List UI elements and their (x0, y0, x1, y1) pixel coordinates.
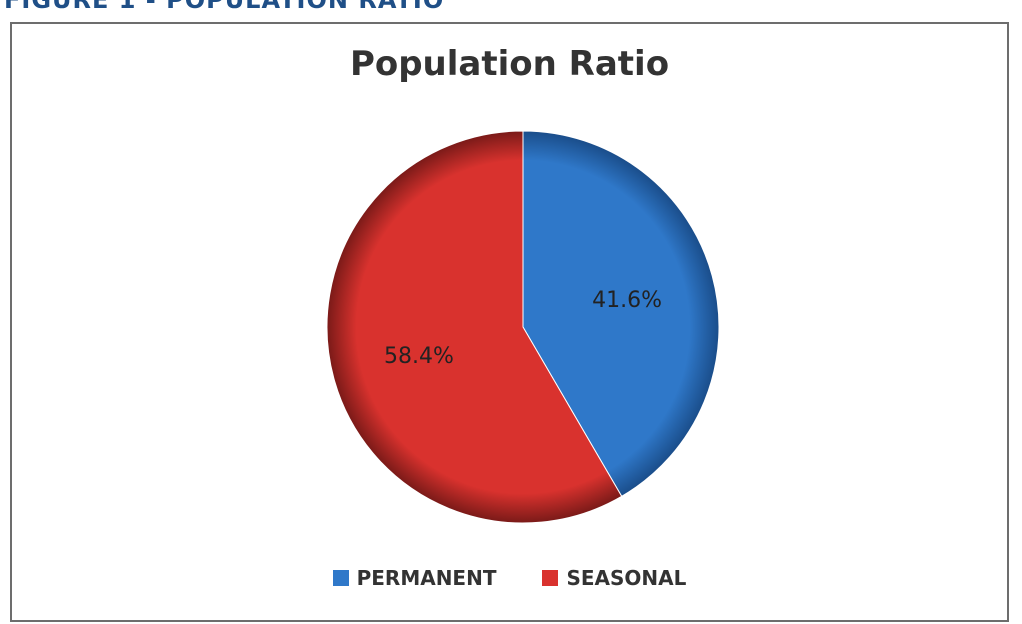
data-label-seasonal: 58.4% (384, 344, 454, 369)
data-label-permanent: 41.6% (592, 288, 662, 313)
chart-title: Population Ratio (349, 44, 670, 84)
legend-swatch-seasonal (542, 570, 559, 586)
legend-label-seasonal: SEASONAL (566, 566, 687, 590)
pie-slice-permanent (522, 130, 720, 498)
legend: PERMANENT SEASONAL (12, 566, 1007, 590)
pie-slice-seasonal (326, 130, 623, 524)
legend-swatch-permanent (332, 570, 349, 586)
legend-label-permanent: PERMANENT (356, 566, 497, 590)
chart-frame: Population Ratio 41.6% 58.4% PERMANENT SE… (10, 22, 1009, 622)
legend-item-seasonal: SEASONAL (542, 566, 686, 590)
legend-item-permanent: PERMANENT (332, 566, 497, 590)
pie-chart: 41.6% 58.4% (326, 130, 720, 524)
figure-caption: FIGURE 1 - POPULATION RATIO (4, 0, 445, 14)
